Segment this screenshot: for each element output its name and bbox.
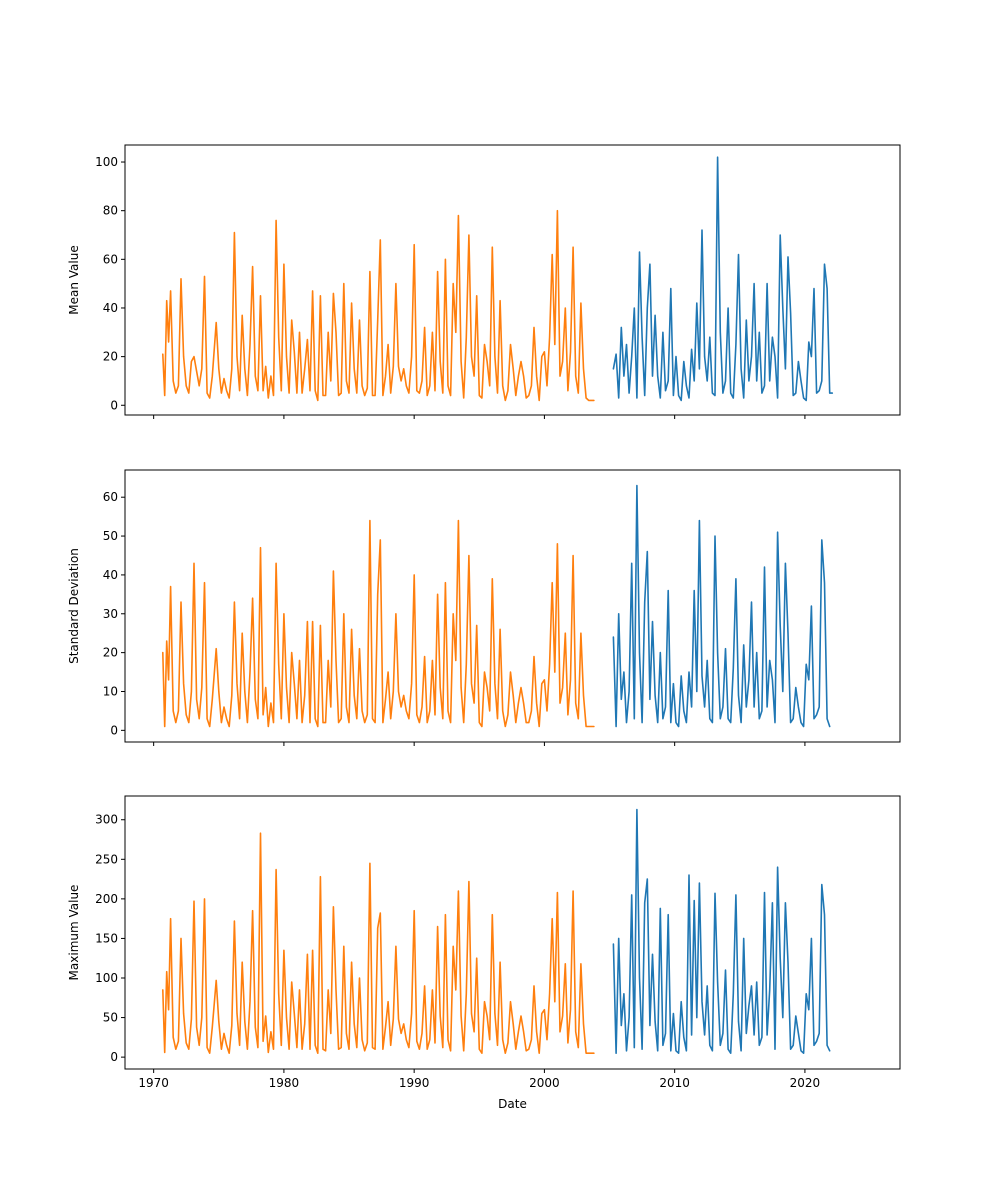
plot-frame (124, 144, 901, 416)
y-tick-label: 50 (103, 529, 118, 543)
y-tick-label: 20 (103, 350, 118, 364)
panel-mean-value: 0 20 40 60 80 100 Mean Value (67, 144, 901, 419)
y-axis-label: Maximum Value (67, 885, 81, 981)
y-tick-label: 150 (95, 931, 118, 945)
x-tick-label: 2010 (659, 1076, 690, 1090)
y-tick-label: 80 (103, 204, 118, 218)
y-axis-label: Mean Value (67, 245, 81, 314)
x-tick-label: 2020 (790, 1076, 821, 1090)
y-axis-label: Standard Deviation (67, 548, 81, 664)
y-tick-label: 100 (95, 155, 118, 169)
y-tick-label: 60 (103, 252, 118, 266)
y-tick-label: 40 (103, 568, 118, 582)
y-tick-label: 0 (110, 723, 118, 737)
series-line-2 (612, 808, 831, 1054)
series-line-2 (612, 484, 831, 728)
y-tick-label: 250 (95, 852, 118, 866)
y-tick-label: 10 (103, 684, 118, 698)
x-tick-label: 1970 (138, 1076, 169, 1090)
series-line-1 (162, 832, 595, 1054)
panel-maximum-value: 0 50 100 150 200 250 300 1970 1980 1990 2000 2010 20… (67, 795, 901, 1090)
y-tick-label: 300 (95, 813, 118, 827)
y-tick-label: 0 (110, 1050, 118, 1064)
plot-frame (124, 469, 901, 743)
plot-frame (124, 795, 901, 1070)
series-line-1 (162, 519, 595, 728)
y-tick-label: 100 (95, 971, 118, 985)
y-tick-label: 20 (103, 646, 118, 660)
y-tick-label: 40 (103, 301, 118, 315)
x-axis-label: Date (498, 1097, 527, 1111)
y-tick-label: 60 (103, 490, 118, 504)
panel-standard-deviation: 0 10 20 30 40 50 60 Standard Deviation (67, 469, 901, 746)
y-tick-label: 0 (110, 398, 118, 412)
series-line-1 (162, 209, 595, 402)
y-tick-label: 200 (95, 892, 118, 906)
series-line-2 (612, 156, 834, 402)
x-tick-label: 1980 (269, 1076, 300, 1090)
y-tick-label: 30 (103, 607, 118, 621)
y-tick-label: 50 (103, 1011, 118, 1025)
x-tick-label: 2000 (529, 1076, 560, 1090)
x-tick-label: 1990 (399, 1076, 430, 1090)
